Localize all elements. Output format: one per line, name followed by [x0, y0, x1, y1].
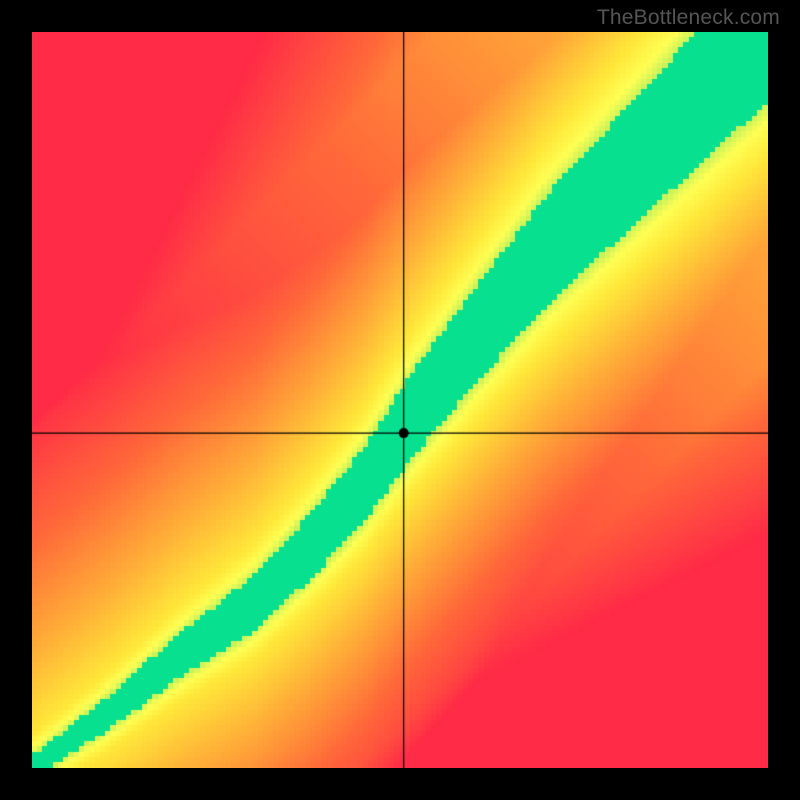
heatmap-chart	[32, 32, 768, 768]
watermark-label: TheBottleneck.com	[597, 6, 780, 30]
heatmap-canvas	[32, 32, 768, 768]
chart-container: { "watermark": { "text": "TheBottleneck.…	[0, 0, 800, 800]
